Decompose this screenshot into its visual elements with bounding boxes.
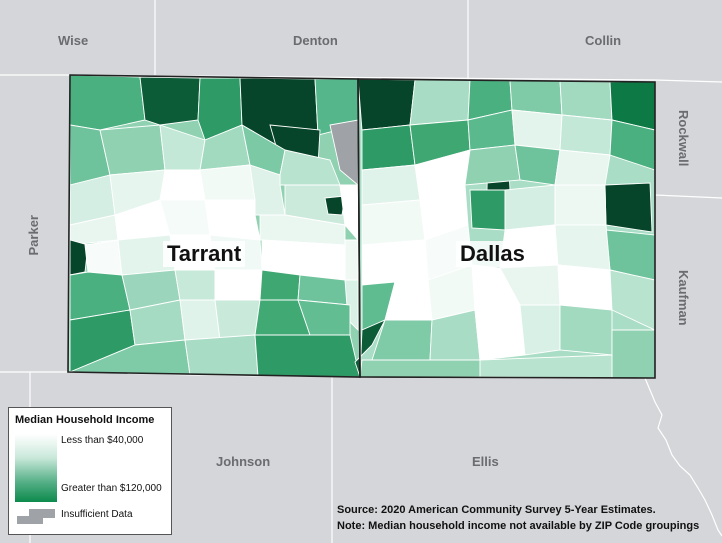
dallas-outline [357,78,656,379]
legend-insufficient-label: Insufficient Data [61,509,133,520]
county-label-denton: Denton [293,33,338,48]
county-label-parker: Parker [26,215,41,256]
county-label-tarrant: Tarrant [163,241,246,267]
county-label-ellis: Ellis [472,454,499,469]
tarrant-zip-areas [69,74,361,378]
note-line: Note: Median household income not availa… [337,520,700,532]
county-label-collin: Collin [585,33,622,48]
insufficient-data-swatch [17,509,55,524]
legend-color-gradient [15,434,57,502]
source-line: Source: 2020 American Community Survey 5… [337,504,656,516]
county-label-dallas: Dallas [456,241,529,267]
legend-low-label: Less than $40,000 [61,435,144,446]
source-note: Source: 2020 American Community Survey 5… [337,502,699,534]
legend-high-label: Greater than $120,000 [61,483,162,494]
map-legend: Median Household Income Less than $40,00… [8,407,172,535]
county-label-rockwall: Rockwall [676,110,691,167]
county-label-johnson: Johnson [216,454,271,469]
county-label-wise: Wise [58,33,89,48]
county-label-kaufman: Kaufman [676,270,691,326]
legend-title: Median Household Income [15,414,155,426]
